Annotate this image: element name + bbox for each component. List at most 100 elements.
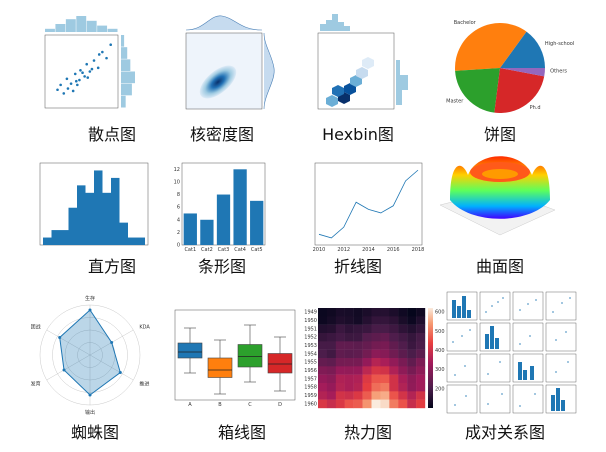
heat-cell xyxy=(326,358,337,367)
heat-cell xyxy=(398,358,408,367)
radar-axis xyxy=(46,354,91,381)
hist-bar xyxy=(45,28,55,32)
heat-cell xyxy=(344,399,354,409)
hist-bar xyxy=(136,237,145,245)
pie-slice xyxy=(455,68,500,113)
heat-cell xyxy=(318,383,328,392)
caption: 饼图 xyxy=(484,125,516,144)
hist-bar xyxy=(76,16,87,32)
heat-cell xyxy=(416,383,426,392)
heat-cell xyxy=(371,308,381,317)
hist-bar xyxy=(97,25,108,32)
heat-cell xyxy=(318,349,328,359)
heat-cell xyxy=(335,333,345,342)
heat-cell xyxy=(371,399,381,409)
x-tick-label: D xyxy=(278,402,282,408)
heat-cell xyxy=(362,324,372,334)
scatter-point xyxy=(65,77,69,81)
heat-cell xyxy=(335,358,345,367)
row-label: 1959 xyxy=(304,393,317,399)
caption: 核密度图 xyxy=(190,125,254,144)
scatter-point xyxy=(105,56,108,60)
radar-point xyxy=(88,393,92,397)
radar-label: 团战 xyxy=(31,324,41,331)
heat-cell xyxy=(389,383,399,392)
heat-cell xyxy=(398,316,408,325)
x-tick-label: 2014 xyxy=(362,247,375,253)
heat-cell xyxy=(362,391,372,400)
scatter-point xyxy=(109,43,112,47)
bar xyxy=(250,200,264,245)
heat-cell xyxy=(344,391,354,400)
scatter-point xyxy=(59,83,62,87)
caption: 折线图 xyxy=(334,257,382,276)
hist-bar xyxy=(60,230,69,245)
scatter-point xyxy=(81,71,84,75)
hist-bar xyxy=(121,59,131,71)
heat-cell xyxy=(318,391,328,400)
heat-cell xyxy=(398,391,408,400)
bar xyxy=(183,213,197,245)
caption: Hexbin图 xyxy=(322,125,394,144)
scatter-point xyxy=(62,92,66,95)
heat-cell xyxy=(371,358,381,367)
box xyxy=(207,357,233,378)
heat-cell xyxy=(344,383,354,392)
heat-cell xyxy=(335,383,345,392)
pie-slice xyxy=(455,23,527,71)
heat-cell xyxy=(398,383,408,392)
bar xyxy=(233,169,247,245)
x-tick-label: Cat2 xyxy=(201,247,213,253)
heat-cell xyxy=(326,349,337,359)
pie-label: High-school xyxy=(545,41,574,47)
x-tick-label: B xyxy=(218,402,222,408)
heat-cell xyxy=(398,366,408,375)
hist-bar xyxy=(68,207,77,245)
heat-cell xyxy=(380,308,390,317)
scatter-point xyxy=(66,87,70,90)
heat-cell xyxy=(318,341,328,350)
pie-label: Bachelor xyxy=(454,20,477,26)
scatter-point xyxy=(69,82,73,85)
x-tick-label: A xyxy=(188,402,192,408)
heat-cell xyxy=(326,383,337,392)
axes-frame xyxy=(44,34,119,109)
heat-cell xyxy=(335,324,345,334)
hist-bar xyxy=(111,177,120,245)
scatter-point xyxy=(92,59,96,62)
heat-cell xyxy=(362,341,372,350)
row-label: 1960 xyxy=(304,401,317,407)
heat-cell xyxy=(371,391,381,400)
heat-cell xyxy=(380,358,390,367)
heat-cell xyxy=(398,333,408,342)
heat-cell xyxy=(371,324,381,334)
heat-cell xyxy=(407,366,417,375)
x-tick-label: 2012 xyxy=(337,247,350,253)
heat-cell xyxy=(362,349,372,359)
heat-cell xyxy=(362,399,372,409)
heat-cell xyxy=(407,374,417,384)
heat-cell xyxy=(326,316,337,325)
radar-axis xyxy=(89,354,134,381)
heat-cell xyxy=(371,374,381,384)
hist-bar xyxy=(107,28,118,32)
heat-cell xyxy=(398,349,408,359)
heat-cell xyxy=(389,374,399,384)
colorbar-tick: 200 xyxy=(435,386,445,392)
scatter-point xyxy=(97,53,101,56)
heat-cell xyxy=(398,341,408,350)
colorbar-tick: 600 xyxy=(435,310,445,316)
scatter-point xyxy=(101,50,104,54)
heat-cell xyxy=(335,341,345,350)
row-label: 1952 xyxy=(304,335,317,341)
heat-cell xyxy=(326,374,337,384)
scatter-point xyxy=(79,68,82,72)
heat-cell xyxy=(353,316,363,325)
heat-cell xyxy=(416,374,426,384)
heat-cell xyxy=(380,399,390,409)
radar-axis xyxy=(46,329,91,356)
heat-cell xyxy=(344,324,354,334)
heat-cell xyxy=(389,349,399,359)
y-tick-label: 2 xyxy=(177,230,180,236)
